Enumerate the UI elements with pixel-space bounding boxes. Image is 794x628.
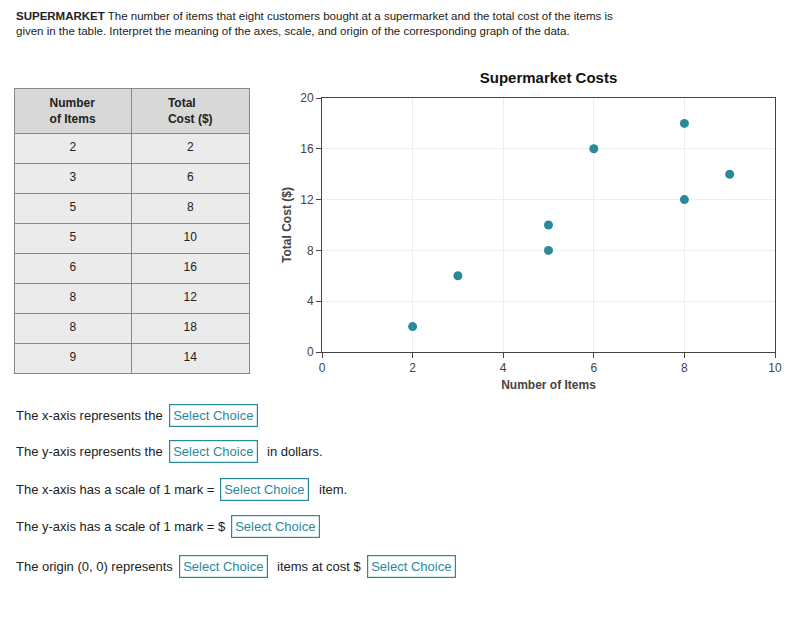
svg-text:TotalCost ($): TotalCost ($) [168,96,213,126]
svg-text:4: 4 [307,294,314,308]
svg-text:6: 6 [187,170,194,184]
svg-text:in dollars.: in dollars. [267,444,323,459]
svg-text:0: 0 [319,361,326,375]
svg-text:Number of Items: Number of Items [501,378,596,392]
svg-text:2: 2 [187,140,194,154]
svg-text:The x-axis represents the: The x-axis represents the [16,408,163,423]
svg-text:The x-axis has a scale of 1 ma: The x-axis has a scale of 1 mark = [16,482,214,497]
svg-text:Select Choice: Select Choice [224,482,304,497]
svg-text:0: 0 [307,345,314,359]
svg-text:6: 6 [590,361,597,375]
svg-text:The origin (0, 0) represents: The origin (0, 0) represents [16,559,173,574]
svg-text:12: 12 [184,290,198,304]
svg-text:10: 10 [768,361,782,375]
svg-text:Supermarket Costs: Supermarket Costs [480,69,618,86]
svg-text:5: 5 [69,230,76,244]
svg-text:4: 4 [500,361,507,375]
svg-text:16: 16 [184,260,198,274]
svg-text:Select Choice: Select Choice [235,519,315,534]
svg-text:The y-axis has a scale of 1 ma: The y-axis has a scale of 1 mark = $ [16,519,226,534]
svg-text:Total Cost ($): Total Cost ($) [280,187,294,263]
svg-text:3: 3 [69,170,76,184]
svg-text:items at cost $: items at cost $ [277,559,362,574]
svg-text:Select Choice: Select Choice [173,408,253,423]
svg-text:9: 9 [69,350,76,364]
svg-text:8: 8 [187,200,194,214]
svg-text:Select Choice: Select Choice [173,444,253,459]
svg-text:14: 14 [184,350,198,364]
svg-text:Select Choice: Select Choice [371,559,451,574]
svg-text:item.: item. [319,482,347,497]
svg-text:18: 18 [184,320,198,334]
svg-text:12: 12 [300,193,314,207]
svg-text:Select Choice: Select Choice [183,559,263,574]
svg-text:The y-axis represents the: The y-axis represents the [16,444,163,459]
svg-text:Numberof Items: Numberof Items [50,96,96,126]
svg-text:8: 8 [681,361,688,375]
svg-text:8: 8 [69,320,76,334]
svg-text:6: 6 [69,260,76,274]
svg-text:16: 16 [300,142,314,156]
svg-text:2: 2 [409,361,416,375]
svg-text:8: 8 [69,290,76,304]
svg-text:2: 2 [69,140,76,154]
svg-text:5: 5 [69,200,76,214]
svg-text:10: 10 [184,230,198,244]
svg-text:8: 8 [307,244,314,258]
svg-text:20: 20 [300,91,314,105]
svg-text:SUPERMARKET The number of item: SUPERMARKET The number of items that eig… [16,10,613,37]
